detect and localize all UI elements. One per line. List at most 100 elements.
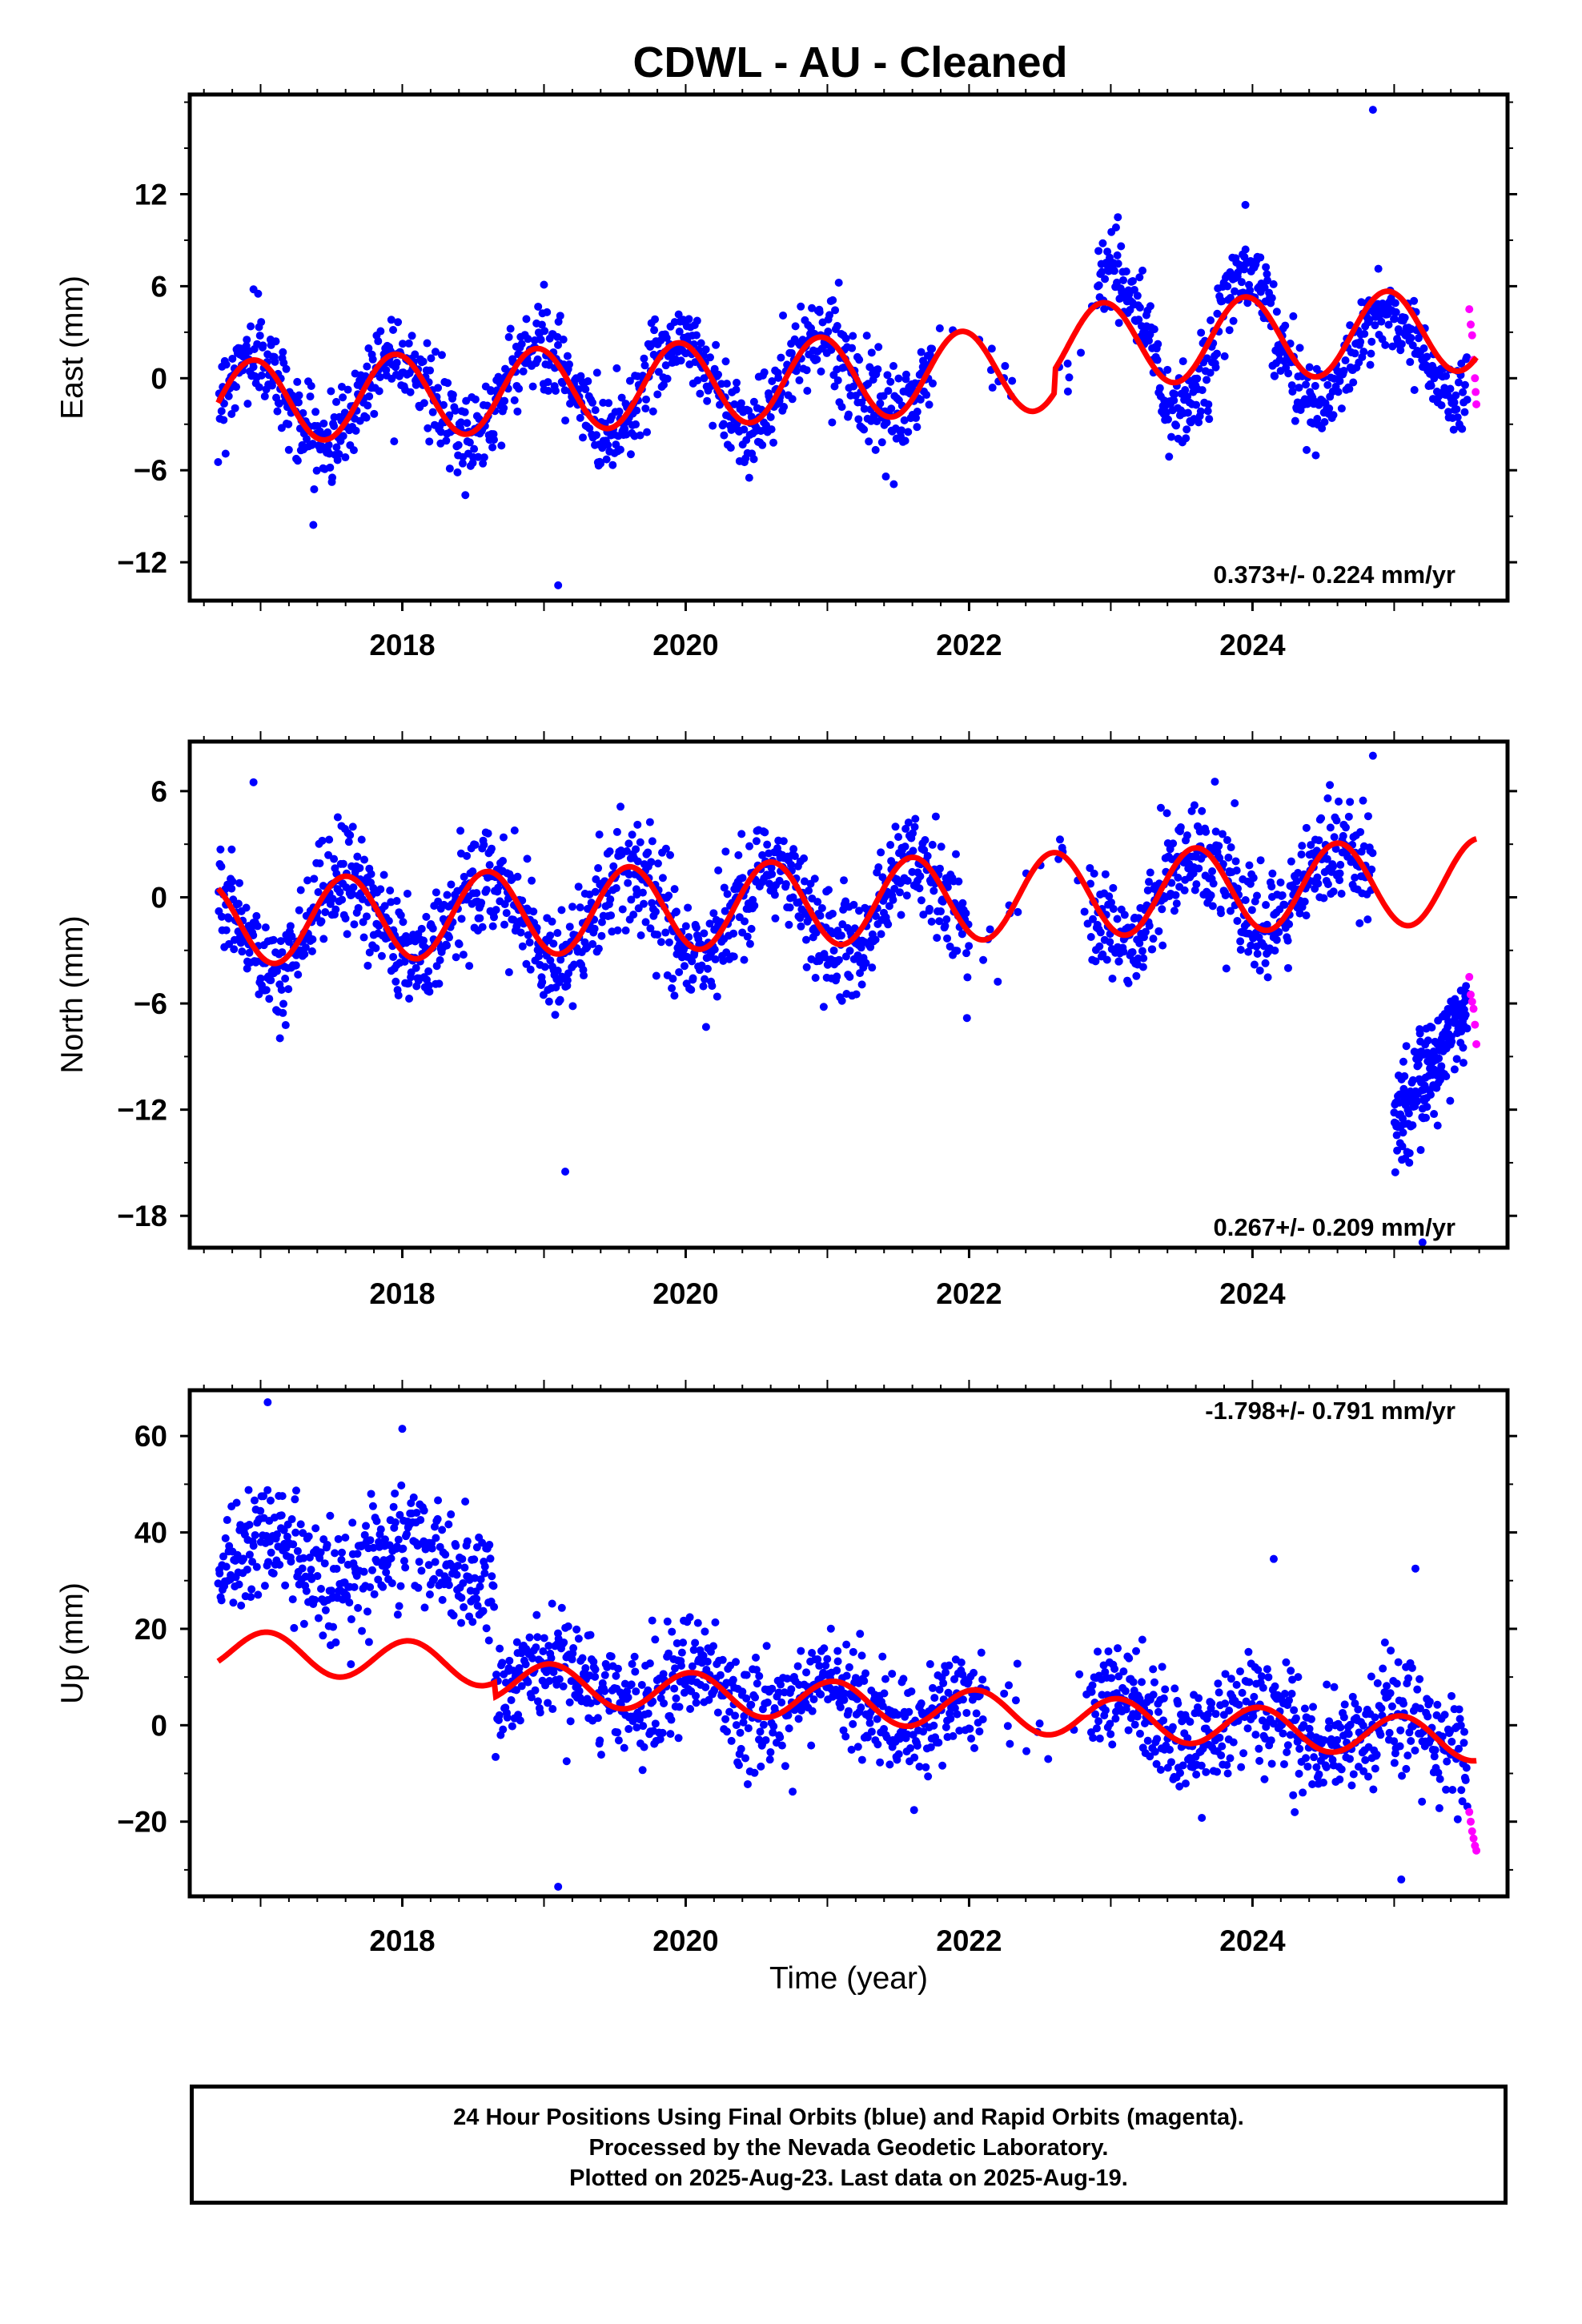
final-orbit-point bbox=[826, 1624, 835, 1633]
final-orbit-point bbox=[954, 877, 963, 886]
final-orbit-point bbox=[219, 416, 228, 424]
final-orbit-point bbox=[1295, 1769, 1303, 1778]
final-orbit-point bbox=[614, 1736, 623, 1745]
final-orbit-point bbox=[339, 432, 347, 440]
final-orbit-point bbox=[1452, 405, 1461, 414]
final-orbit-point bbox=[842, 1671, 851, 1680]
final-orbit-point bbox=[578, 433, 587, 442]
final-orbit-point bbox=[265, 995, 274, 1003]
final-orbit-point bbox=[1128, 947, 1137, 956]
final-orbit-point bbox=[1300, 897, 1309, 906]
final-orbit-point bbox=[515, 1663, 524, 1672]
final-orbit-point bbox=[1302, 911, 1311, 920]
final-orbit-point bbox=[901, 370, 910, 379]
final-orbit-point bbox=[1421, 1113, 1430, 1122]
final-orbit-point bbox=[1426, 1090, 1435, 1099]
final-orbit-point bbox=[1005, 1681, 1014, 1690]
final-orbit-point bbox=[1271, 947, 1279, 955]
final-orbit-point bbox=[651, 315, 660, 324]
final-orbit-point bbox=[331, 1549, 339, 1558]
final-orbit-point bbox=[1106, 938, 1114, 947]
final-orbit-point bbox=[1335, 797, 1343, 806]
final-orbit-point bbox=[691, 1638, 700, 1647]
final-orbit-point bbox=[1288, 387, 1297, 396]
final-orbit-point bbox=[330, 854, 339, 863]
final-orbit-point bbox=[1384, 320, 1393, 329]
final-orbit-point bbox=[658, 1728, 667, 1737]
final-orbit-point bbox=[946, 1715, 955, 1723]
final-orbit-point bbox=[938, 897, 947, 906]
outlier-point bbox=[1368, 751, 1377, 760]
final-orbit-point bbox=[1193, 374, 1202, 383]
final-orbit-point bbox=[424, 424, 432, 432]
final-orbit-point bbox=[889, 362, 897, 371]
final-orbit-point bbox=[1218, 1742, 1227, 1751]
final-orbit-point bbox=[425, 987, 434, 996]
final-orbit-point bbox=[631, 1667, 640, 1676]
final-orbit-point bbox=[1302, 380, 1311, 389]
final-orbit-point bbox=[1211, 778, 1219, 786]
final-orbit-point bbox=[979, 955, 988, 964]
final-orbit-point bbox=[1240, 1713, 1249, 1722]
final-orbit-point bbox=[1101, 870, 1110, 879]
final-orbit-point bbox=[817, 1690, 825, 1699]
final-orbit-point bbox=[761, 1735, 770, 1744]
final-orbit-point bbox=[249, 931, 258, 939]
final-orbit-point bbox=[311, 1524, 320, 1533]
final-orbit-point bbox=[925, 400, 934, 409]
final-orbit-point bbox=[1368, 849, 1377, 858]
final-orbit-point bbox=[729, 952, 738, 961]
final-orbit-point bbox=[885, 1760, 894, 1769]
final-orbit-point bbox=[645, 818, 654, 826]
final-orbit-point bbox=[1400, 1072, 1409, 1080]
final-orbit-point bbox=[1251, 1731, 1260, 1739]
final-orbit-point bbox=[935, 917, 944, 926]
final-orbit-point bbox=[903, 1730, 912, 1739]
final-orbit-point bbox=[437, 351, 446, 360]
final-orbit-point bbox=[500, 404, 508, 412]
final-orbit-point bbox=[847, 1745, 856, 1754]
final-orbit-point bbox=[341, 1534, 350, 1542]
final-orbit-point bbox=[637, 1680, 646, 1689]
final-orbit-point bbox=[401, 1563, 410, 1572]
final-orbit-point bbox=[1192, 400, 1201, 409]
final-orbit-point bbox=[1174, 873, 1182, 882]
final-orbit-point bbox=[719, 956, 728, 965]
final-orbit-point bbox=[452, 1570, 461, 1579]
final-orbit-point bbox=[624, 1693, 632, 1702]
final-orbit-point bbox=[447, 1510, 456, 1519]
final-orbit-point bbox=[632, 1723, 641, 1732]
final-orbit-point bbox=[643, 428, 652, 436]
final-orbit-point bbox=[1224, 853, 1233, 862]
final-orbit-point bbox=[405, 995, 414, 1003]
final-orbit-point bbox=[636, 431, 644, 440]
final-orbit-point bbox=[747, 924, 756, 933]
final-orbit-point bbox=[1075, 1670, 1084, 1679]
final-orbit-point bbox=[338, 895, 347, 904]
final-orbit-point bbox=[737, 1744, 745, 1753]
y-axis-label: East (mm) bbox=[55, 275, 90, 420]
final-orbit-point bbox=[1262, 263, 1271, 271]
final-orbit-point bbox=[962, 949, 971, 958]
final-orbit-point bbox=[798, 336, 807, 344]
final-orbit-point bbox=[1063, 387, 1072, 396]
final-orbit-point bbox=[505, 1656, 514, 1665]
final-orbit-point bbox=[750, 1768, 759, 1777]
final-orbit-point bbox=[221, 449, 230, 458]
final-orbit-point bbox=[1332, 816, 1341, 825]
final-orbit-point bbox=[901, 842, 909, 851]
final-orbit-point bbox=[849, 1719, 857, 1728]
final-orbit-point bbox=[1170, 907, 1178, 915]
final-orbit-point bbox=[1195, 864, 1203, 873]
final-orbit-point bbox=[661, 361, 670, 370]
final-orbit-point bbox=[1447, 1037, 1456, 1046]
final-orbit-point bbox=[522, 959, 531, 968]
final-orbit-point bbox=[365, 948, 374, 957]
final-orbit-point bbox=[1217, 909, 1226, 918]
final-orbit-point bbox=[277, 1511, 286, 1520]
final-orbit-point bbox=[328, 895, 337, 903]
final-orbit-point bbox=[849, 1647, 857, 1656]
final-orbit-point bbox=[708, 982, 717, 991]
final-orbit-point bbox=[347, 1660, 355, 1669]
